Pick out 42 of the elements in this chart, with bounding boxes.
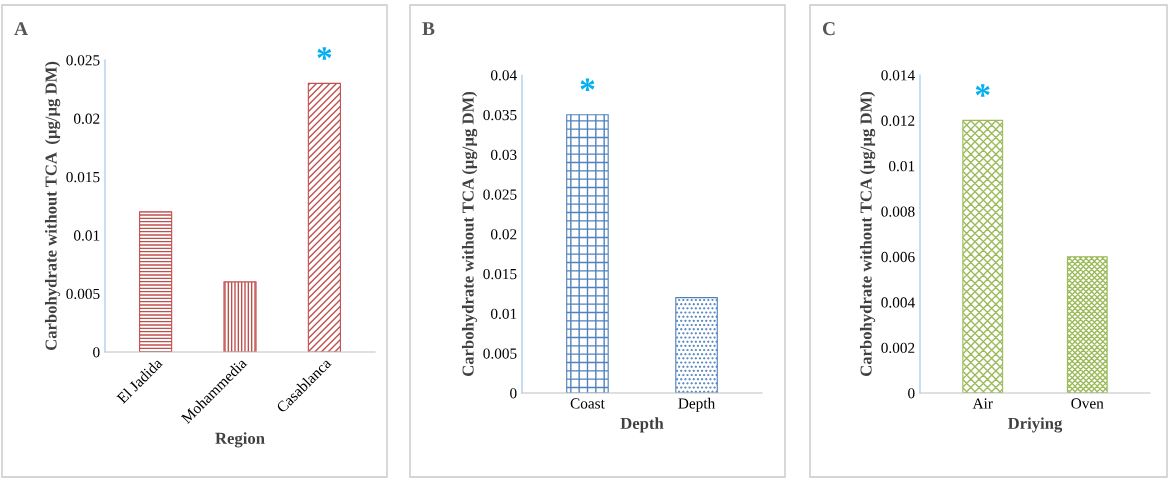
y-tick-label: 0.01 xyxy=(888,161,915,172)
annotation: * xyxy=(975,84,990,97)
y-tick-label: 0 xyxy=(908,388,915,399)
y-tick-label: 0.015 xyxy=(66,171,100,183)
y-tick-label: 0 xyxy=(510,388,517,399)
chart-title: B xyxy=(422,22,435,36)
x-tick-label: Oven xyxy=(1071,398,1104,409)
y-tick-label: 0.014 xyxy=(881,70,915,81)
y-tick-label: 0.008 xyxy=(881,206,915,217)
chart-title: A xyxy=(14,22,28,35)
y-tick-label: 0.012 xyxy=(881,115,915,126)
y-axis-title: Carbohydrate without TCA (µg/µg DM) xyxy=(461,91,478,376)
y-tick-label: 0.005 xyxy=(483,348,517,359)
x-tick-label: Coast xyxy=(570,398,605,409)
y-tick-label: 0.025 xyxy=(66,55,100,66)
y-tick-label: 0.01 xyxy=(490,308,517,320)
y-axis-title: Carbohydrate without TCA (µg/µg DM) xyxy=(859,91,876,376)
bar xyxy=(139,211,173,352)
y-tick-label: 0.015 xyxy=(483,268,517,280)
y-tick-label: 0.02 xyxy=(490,229,517,240)
y-tick-label: 0.005 xyxy=(66,288,100,300)
y-tick-label: 0.03 xyxy=(490,149,517,161)
y-tick-label: 0.004 xyxy=(881,297,915,308)
x-axis-title: Driying xyxy=(1007,417,1063,433)
y-tick-label: 0.006 xyxy=(881,251,915,263)
y-tick-label: 0.01 xyxy=(73,230,100,241)
y-tick-label: 0.002 xyxy=(881,342,915,354)
y-tick-label: 0 xyxy=(93,347,100,358)
y-tick-label: 0.025 xyxy=(483,189,517,200)
x-axis-title: Depth xyxy=(620,417,664,433)
y-tick-label: 0.02 xyxy=(73,113,100,124)
x-tick-label: Air xyxy=(972,398,993,409)
x-tick-label: Depth xyxy=(678,397,716,412)
bar xyxy=(307,82,341,352)
text: * xyxy=(317,47,332,60)
y-tick-label: 0.04 xyxy=(490,70,517,81)
y-axis-title: Carbohydrate without TCA (µg/µg DM) xyxy=(44,61,61,351)
annotation: * xyxy=(580,78,595,92)
bar xyxy=(223,281,257,352)
chart-title: C xyxy=(822,22,835,36)
x-axis-title: Region xyxy=(215,432,265,448)
y-tick-label: 0.035 xyxy=(483,109,517,121)
